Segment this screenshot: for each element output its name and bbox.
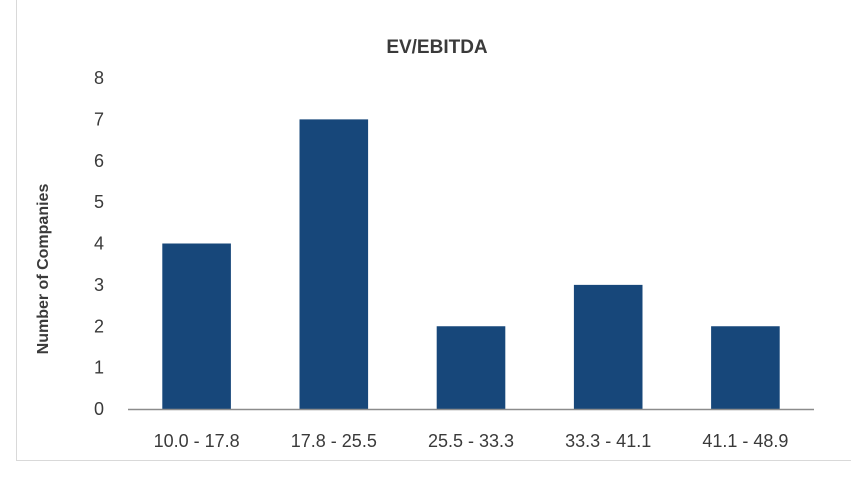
- y-tick-label: 5: [94, 192, 104, 212]
- y-axis-ticks: 0 1 2 3 4 5 6 7 8: [94, 68, 104, 419]
- chart-title: EV/EBITDA: [386, 37, 488, 58]
- x-axis-ticks: 10.0 - 17.8 17.8 - 25.5 25.5 - 33.3 33.3 - …: [154, 431, 789, 451]
- bar-0: [162, 243, 231, 409]
- x-tick-label: 25.5 - 33.3: [428, 431, 514, 451]
- bar-2: [436, 326, 506, 409]
- y-tick-label: 3: [94, 275, 104, 295]
- x-tick-label: 33.3 - 41.1: [565, 431, 651, 451]
- x-tick-label: 10.0 - 17.8: [154, 431, 240, 451]
- y-tick-label: 1: [94, 358, 104, 378]
- y-tick-label: 8: [94, 68, 104, 88]
- y-tick-label: 2: [94, 316, 104, 336]
- y-tick-label: 4: [94, 234, 104, 254]
- bar-1: [299, 119, 369, 409]
- bar-3: [573, 284, 643, 409]
- bar-4: [711, 326, 780, 409]
- y-axis-label: Number of Companies: [35, 184, 52, 355]
- x-tick-label: 17.8 - 25.5: [291, 431, 377, 451]
- y-tick-label: 0: [94, 399, 104, 419]
- y-tick-label: 7: [94, 109, 104, 129]
- y-tick-label: 6: [94, 151, 104, 171]
- x-tick-label: 41.1 - 48.9: [702, 431, 788, 451]
- bars: [162, 119, 780, 409]
